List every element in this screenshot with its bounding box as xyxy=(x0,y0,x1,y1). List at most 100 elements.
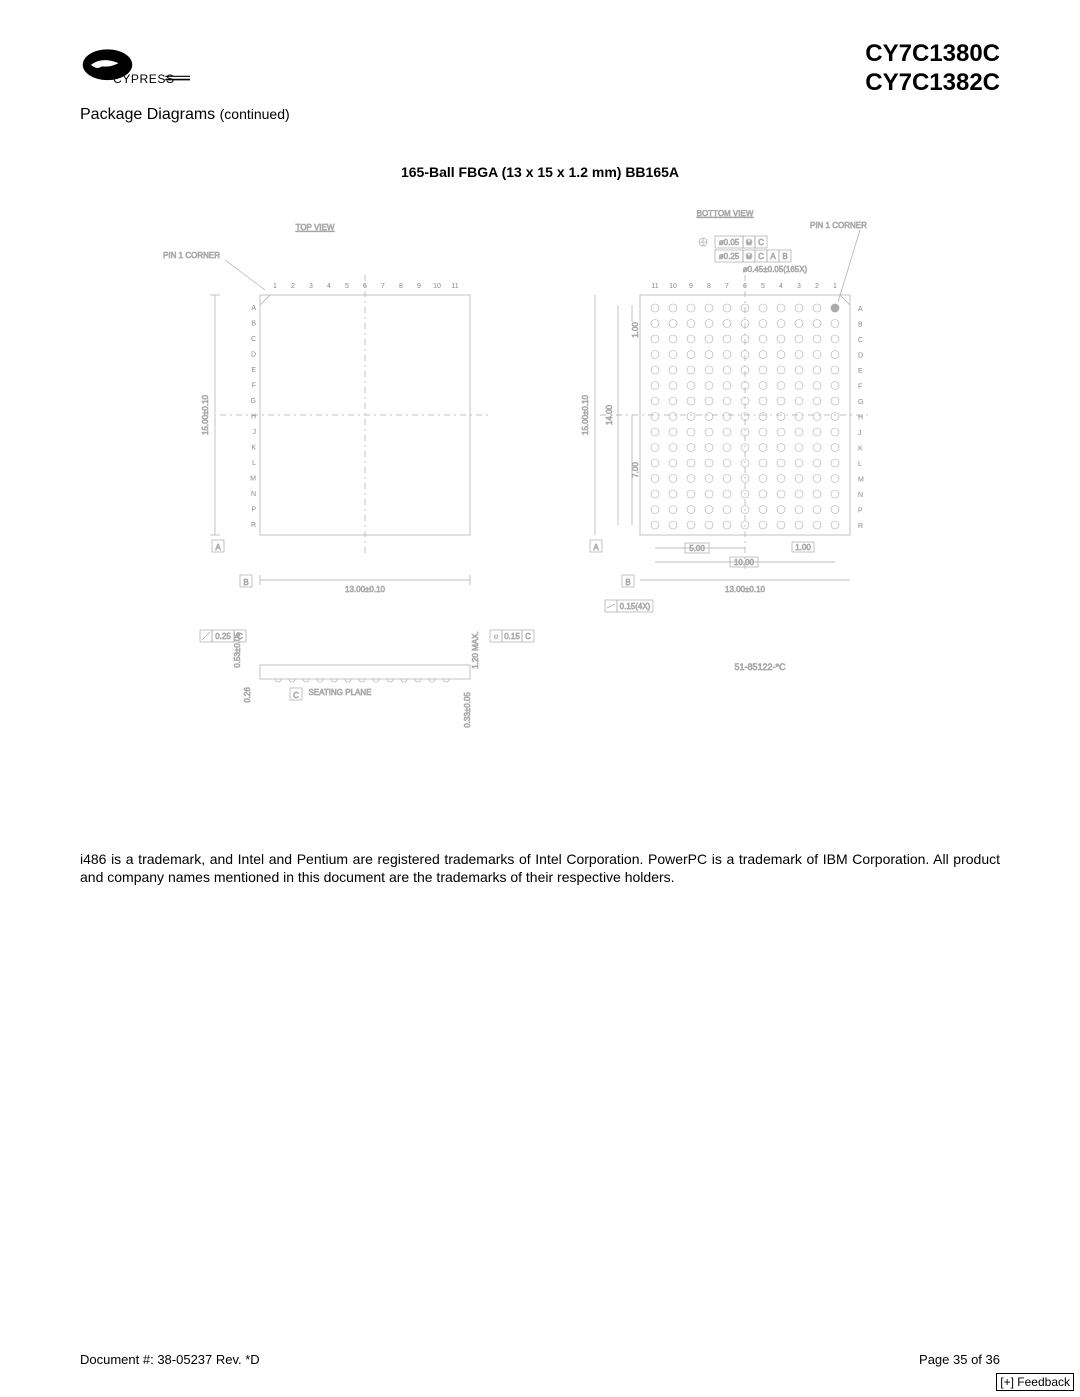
svg-text:G: G xyxy=(251,398,256,405)
svg-text:B: B xyxy=(251,320,256,327)
svg-text:R: R xyxy=(251,522,256,529)
svg-text:A: A xyxy=(770,252,776,261)
svg-text:2: 2 xyxy=(815,283,819,290)
svg-text:11: 11 xyxy=(651,283,658,290)
part-number-1: CY7C1380C xyxy=(865,40,1000,69)
svg-text:1.20 MAX.: 1.20 MAX. xyxy=(471,631,480,668)
svg-text:4: 4 xyxy=(779,283,783,290)
svg-text:1: 1 xyxy=(273,283,277,290)
svg-text:○: ○ xyxy=(494,632,499,641)
svg-text:C: C xyxy=(758,238,764,247)
svg-text:0.25: 0.25 xyxy=(215,632,231,641)
svg-text:A: A xyxy=(593,543,599,552)
svg-text:0.15(4X): 0.15(4X) xyxy=(620,602,651,611)
svg-text:F: F xyxy=(858,383,862,390)
svg-text:L: L xyxy=(252,460,256,467)
svg-text:13.00±0.10: 13.00±0.10 xyxy=(345,585,386,594)
svg-text:J: J xyxy=(858,430,862,437)
svg-text:14.00: 14.00 xyxy=(605,404,614,425)
svg-text:10: 10 xyxy=(433,283,441,290)
logo-block: CYPRESS xyxy=(80,40,190,95)
svg-text:6: 6 xyxy=(363,283,367,290)
svg-text:A: A xyxy=(858,306,863,313)
svg-text:9: 9 xyxy=(689,283,693,290)
svg-text:B: B xyxy=(782,252,787,261)
svg-text:C: C xyxy=(525,632,531,641)
svg-text:1.00: 1.00 xyxy=(795,543,811,552)
svg-text:D: D xyxy=(858,352,863,359)
svg-text:8: 8 xyxy=(707,283,711,290)
svg-text:15.00±0.10: 15.00±0.10 xyxy=(581,394,590,435)
svg-text:15.00±0.10: 15.00±0.10 xyxy=(201,394,210,435)
page-number: Page 35 of 36 xyxy=(919,1352,1000,1367)
svg-text:C: C xyxy=(758,252,764,261)
svg-text:11: 11 xyxy=(451,283,458,290)
svg-text:K: K xyxy=(858,445,863,452)
svg-text:E: E xyxy=(858,368,863,375)
svg-text:G: G xyxy=(858,399,863,406)
svg-text:1.00: 1.00 xyxy=(631,321,640,337)
svg-text:E: E xyxy=(251,367,256,374)
svg-text:5: 5 xyxy=(345,283,349,290)
pin1-label-right: PIN 1 CORNER xyxy=(810,221,867,230)
svg-text:A: A xyxy=(215,543,221,552)
svg-text:2: 2 xyxy=(291,283,295,290)
svg-text:0.15: 0.15 xyxy=(504,632,520,641)
svg-text:ø0.25: ø0.25 xyxy=(719,252,740,261)
svg-text:ø0.05: ø0.05 xyxy=(719,238,740,247)
top-view-label: TOP VIEW xyxy=(296,223,335,232)
svg-text:L: L xyxy=(858,461,862,468)
svg-text:M: M xyxy=(747,241,752,247)
diagram-title: 165-Ball FBGA (13 x 15 x 1.2 mm) BB165A xyxy=(80,164,1000,180)
page-footer: Document #: 38-05237 Rev. *D Page 35 of … xyxy=(80,1352,1000,1367)
bottom-view-label: BOTTOM VIEW xyxy=(697,210,754,218)
svg-text:B: B xyxy=(243,578,248,587)
svg-text:7: 7 xyxy=(725,283,729,290)
svg-text:H: H xyxy=(251,413,256,420)
svg-text:C: C xyxy=(251,336,256,343)
part-number-2: CY7C1382C xyxy=(865,69,1000,98)
svg-text:5: 5 xyxy=(761,283,765,290)
document-number: Document #: 38-05237 Rev. *D xyxy=(80,1352,260,1367)
svg-text:B: B xyxy=(858,321,863,328)
svg-text:B: B xyxy=(625,578,630,587)
svg-text:SEATING PLANE: SEATING PLANE xyxy=(309,688,372,697)
cypress-logo-icon: CYPRESS xyxy=(80,40,190,95)
svg-text:M: M xyxy=(250,475,256,482)
svg-text:6: 6 xyxy=(743,283,747,290)
svg-text:3: 3 xyxy=(797,283,801,290)
svg-text:J: J xyxy=(253,429,257,436)
page-header: CYPRESS CY7C1380C CY7C1382C xyxy=(80,40,1000,98)
svg-text:M: M xyxy=(858,476,864,483)
svg-text:13.00±0.10: 13.00±0.10 xyxy=(725,585,766,594)
svg-text:P: P xyxy=(858,507,863,514)
svg-text:4: 4 xyxy=(327,283,331,290)
part-numbers: CY7C1380C CY7C1382C xyxy=(865,40,1000,98)
svg-text:M: M xyxy=(747,255,752,261)
package-diagram: TOP VIEW PIN 1 CORNER 1234567891011 ABCD… xyxy=(80,210,1000,770)
svg-text:0.33±0.05: 0.33±0.05 xyxy=(463,691,472,727)
svg-text:K: K xyxy=(251,444,256,451)
svg-text:D: D xyxy=(251,351,256,358)
svg-text:ø0.45±0.05(165X): ø0.45±0.05(165X) xyxy=(743,265,808,274)
trademark-notice: i486 is a trademark, and Intel and Penti… xyxy=(80,850,1000,886)
svg-text:R: R xyxy=(858,523,863,530)
svg-text:9: 9 xyxy=(417,283,421,290)
svg-text:C: C xyxy=(293,691,299,700)
svg-text:0.53±0.05: 0.53±0.05 xyxy=(233,631,242,667)
section-title: Package Diagrams (continued) xyxy=(80,106,1000,124)
svg-text:7: 7 xyxy=(381,283,385,290)
svg-text:8: 8 xyxy=(399,283,403,290)
spec-number: 51-85122-*C xyxy=(734,662,786,672)
svg-text:N: N xyxy=(251,491,256,498)
pin1-label-left: PIN 1 CORNER xyxy=(163,251,220,260)
svg-text:N: N xyxy=(858,492,863,499)
feedback-button[interactable]: [+] Feedback xyxy=(996,1373,1074,1391)
svg-text:P: P xyxy=(251,506,256,513)
svg-text:F: F xyxy=(252,382,256,389)
svg-text:10: 10 xyxy=(669,283,677,290)
svg-text:C: C xyxy=(858,337,863,344)
svg-text:5.00: 5.00 xyxy=(689,544,705,553)
svg-text:1: 1 xyxy=(833,283,837,290)
svg-text:H: H xyxy=(858,414,863,421)
